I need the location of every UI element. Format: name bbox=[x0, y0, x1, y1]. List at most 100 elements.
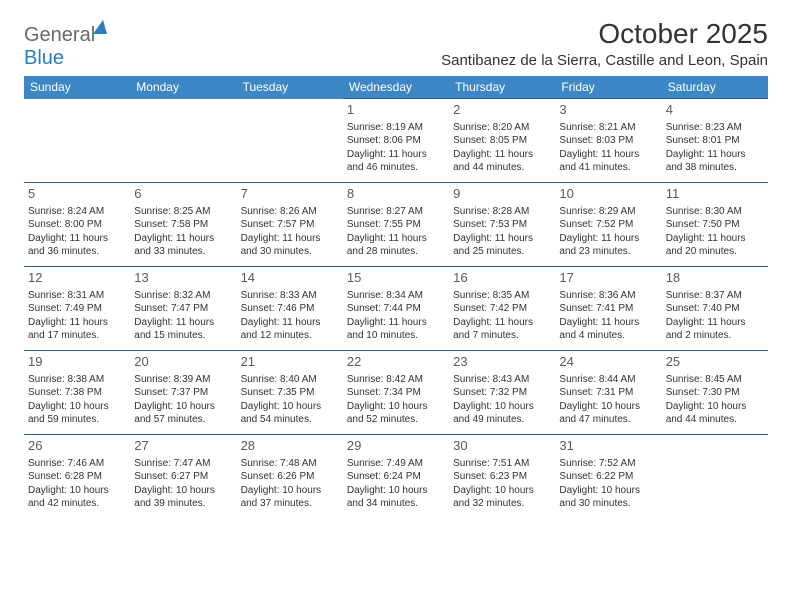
day-number: 8 bbox=[347, 185, 445, 203]
day-info: Sunrise: 8:36 AMSunset: 7:41 PMDaylight:… bbox=[559, 289, 657, 343]
calendar-cell: 28 Sunrise: 7:48 AMSunset: 6:26 PMDayligh… bbox=[237, 435, 343, 519]
day-info: Sunrise: 8:42 AMSunset: 7:34 PMDaylight:… bbox=[347, 373, 445, 427]
location: Santibanez de la Sierra, Castille and Le… bbox=[441, 52, 768, 69]
calendar-cell: 27Sunrise: 7:47 AMSunset: 6:27 PMDayligh… bbox=[130, 435, 236, 519]
calendar-row: 26 Sunrise: 7:46 AMSunset: 6:28 PMDayligh… bbox=[24, 435, 768, 519]
day-info: Sunrise: 8:24 AMSunset: 8:00 PMDaylight:… bbox=[28, 205, 126, 259]
day-info: Sunrise: 8:31 AMSunset: 7:49 PMDaylight:… bbox=[28, 289, 126, 343]
day-number: 5 bbox=[28, 185, 126, 203]
calendar-cell: 29 Sunrise: 7:49 AMSunset: 6:24 PMDayligh… bbox=[343, 435, 449, 519]
calendar-cell: 19Sunrise: 8:38 AMSunset: 7:38 PMDayligh… bbox=[24, 351, 130, 435]
day-number: 24 bbox=[559, 353, 657, 371]
calendar-cell: 7 Sunrise: 8:26 AMSunset: 7:57 PMDaylight… bbox=[237, 183, 343, 267]
day-number: 20 bbox=[134, 353, 232, 371]
calendar-cell: 9 Sunrise: 8:28 AMSunset: 7:53 PMDaylight… bbox=[449, 183, 555, 267]
day-number: 22 bbox=[347, 353, 445, 371]
calendar-cell: 1 Sunrise: 8:19 AMSunset: 8:06 PMDaylight… bbox=[343, 99, 449, 183]
calendar-cell bbox=[237, 99, 343, 183]
day-number: 14 bbox=[241, 269, 339, 287]
day-info: Sunrise: 8:26 AMSunset: 7:57 PMDaylight:… bbox=[241, 205, 339, 259]
day-number: 4 bbox=[666, 101, 764, 119]
day-number: 23 bbox=[453, 353, 551, 371]
calendar-cell: 13 Sunrise: 8:32 AMSunset: 7:47 PMDayligh… bbox=[130, 267, 236, 351]
day-number: 25 bbox=[666, 353, 764, 371]
day-number: 18 bbox=[666, 269, 764, 287]
day-number: 21 bbox=[241, 353, 339, 371]
day-info: Sunrise: 7:46 AMSunset: 6:28 PMDaylight:… bbox=[28, 457, 126, 511]
weekday-header: Monday bbox=[130, 76, 236, 99]
day-info: Sunrise: 8:29 AMSunset: 7:52 PMDaylight:… bbox=[559, 205, 657, 259]
calendar-cell: 15Sunrise: 8:34 AMSunset: 7:44 PMDayligh… bbox=[343, 267, 449, 351]
day-info: Sunrise: 7:51 AMSunset: 6:23 PMDaylight:… bbox=[453, 457, 551, 511]
weekday-header: Friday bbox=[555, 76, 661, 99]
day-number: 10 bbox=[559, 185, 657, 203]
day-info: Sunrise: 8:43 AMSunset: 7:32 PMDaylight:… bbox=[453, 373, 551, 427]
calendar-cell: 4 Sunrise: 8:23 AMSunset: 8:01 PMDaylight… bbox=[662, 99, 768, 183]
calendar-cell: 24 Sunrise: 8:44 AMSunset: 7:31 PMDayligh… bbox=[555, 351, 661, 435]
day-info: Sunrise: 8:32 AMSunset: 7:47 PMDaylight:… bbox=[134, 289, 232, 343]
day-info: Sunrise: 8:44 AMSunset: 7:31 PMDaylight:… bbox=[559, 373, 657, 427]
day-info: Sunrise: 8:33 AMSunset: 7:46 PMDaylight:… bbox=[241, 289, 339, 343]
calendar-cell: 11 Sunrise: 8:30 AMSunset: 7:50 PMDayligh… bbox=[662, 183, 768, 267]
weekday-header: Wednesday bbox=[343, 76, 449, 99]
day-info: Sunrise: 8:20 AMSunset: 8:05 PMDaylight:… bbox=[453, 121, 551, 175]
calendar-row: 12Sunrise: 8:31 AMSunset: 7:49 PMDayligh… bbox=[24, 267, 768, 351]
calendar-cell bbox=[662, 435, 768, 519]
calendar-cell: 6 Sunrise: 8:25 AMSunset: 7:58 PMDaylight… bbox=[130, 183, 236, 267]
day-info: Sunrise: 8:19 AMSunset: 8:06 PMDaylight:… bbox=[347, 121, 445, 175]
calendar-row: 5 Sunrise: 8:24 AMSunset: 8:00 PMDaylight… bbox=[24, 183, 768, 267]
calendar-body: 1 Sunrise: 8:19 AMSunset: 8:06 PMDaylight… bbox=[24, 99, 768, 519]
day-info: Sunrise: 8:38 AMSunset: 7:38 PMDaylight:… bbox=[28, 373, 126, 427]
day-number: 6 bbox=[134, 185, 232, 203]
calendar-cell: 22 Sunrise: 8:42 AMSunset: 7:34 PMDayligh… bbox=[343, 351, 449, 435]
calendar-cell: 12Sunrise: 8:31 AMSunset: 7:49 PMDayligh… bbox=[24, 267, 130, 351]
day-info: Sunrise: 8:25 AMSunset: 7:58 PMDaylight:… bbox=[134, 205, 232, 259]
logo: General Blue bbox=[24, 18, 107, 70]
calendar-cell: 18 Sunrise: 8:37 AMSunset: 7:40 PMDayligh… bbox=[662, 267, 768, 351]
day-number: 28 bbox=[241, 437, 339, 455]
day-number: 1 bbox=[347, 101, 445, 119]
day-number: 31 bbox=[559, 437, 657, 455]
calendar-cell: 8 Sunrise: 8:27 AMSunset: 7:55 PMDaylight… bbox=[343, 183, 449, 267]
day-info: Sunrise: 8:28 AMSunset: 7:53 PMDaylight:… bbox=[453, 205, 551, 259]
day-number: 9 bbox=[453, 185, 551, 203]
weekday-header: Saturday bbox=[662, 76, 768, 99]
weekday-header: Sunday bbox=[24, 76, 130, 99]
calendar-cell: 31Sunrise: 7:52 AMSunset: 6:22 PMDayligh… bbox=[555, 435, 661, 519]
day-info: Sunrise: 7:49 AMSunset: 6:24 PMDaylight:… bbox=[347, 457, 445, 511]
calendar-cell: 17 Sunrise: 8:36 AMSunset: 7:41 PMDayligh… bbox=[555, 267, 661, 351]
day-info: Sunrise: 8:27 AMSunset: 7:55 PMDaylight:… bbox=[347, 205, 445, 259]
calendar-cell: 3Sunrise: 8:21 AMSunset: 8:03 PMDaylight… bbox=[555, 99, 661, 183]
day-info: Sunrise: 8:30 AMSunset: 7:50 PMDaylight:… bbox=[666, 205, 764, 259]
day-number: 17 bbox=[559, 269, 657, 287]
logo-part1: General bbox=[24, 24, 95, 46]
day-info: Sunrise: 8:23 AMSunset: 8:01 PMDaylight:… bbox=[666, 121, 764, 175]
day-info: Sunrise: 8:39 AMSunset: 7:37 PMDaylight:… bbox=[134, 373, 232, 427]
calendar-table: SundayMondayTuesdayWednesdayThursdayFrid… bbox=[24, 76, 768, 519]
day-number: 2 bbox=[453, 101, 551, 119]
weekday-header: Tuesday bbox=[237, 76, 343, 99]
day-number: 29 bbox=[347, 437, 445, 455]
day-number: 11 bbox=[666, 185, 764, 203]
calendar-cell: 23 Sunrise: 8:43 AMSunset: 7:32 PMDayligh… bbox=[449, 351, 555, 435]
day-number: 30 bbox=[453, 437, 551, 455]
logo-part2: Blue bbox=[24, 47, 64, 69]
calendar-cell: 14 Sunrise: 8:33 AMSunset: 7:46 PMDayligh… bbox=[237, 267, 343, 351]
day-info: Sunrise: 7:47 AMSunset: 6:27 PMDaylight:… bbox=[134, 457, 232, 511]
weekday-header: Thursday bbox=[449, 76, 555, 99]
calendar-cell bbox=[24, 99, 130, 183]
day-info: Sunrise: 8:37 AMSunset: 7:40 PMDaylight:… bbox=[666, 289, 764, 343]
day-info: Sunrise: 7:48 AMSunset: 6:26 PMDaylight:… bbox=[241, 457, 339, 511]
header: General Blue October 2025 Santibanez de … bbox=[24, 18, 768, 70]
day-number: 7 bbox=[241, 185, 339, 203]
sail-icon bbox=[93, 20, 107, 34]
calendar-cell: 21 Sunrise: 8:40 AMSunset: 7:35 PMDayligh… bbox=[237, 351, 343, 435]
calendar-cell: 26 Sunrise: 7:46 AMSunset: 6:28 PMDayligh… bbox=[24, 435, 130, 519]
day-number: 26 bbox=[28, 437, 126, 455]
day-info: Sunrise: 8:40 AMSunset: 7:35 PMDaylight:… bbox=[241, 373, 339, 427]
calendar-cell: 5 Sunrise: 8:24 AMSunset: 8:00 PMDaylight… bbox=[24, 183, 130, 267]
month-title: October 2025 bbox=[441, 18, 768, 50]
calendar-cell: 25Sunrise: 8:45 AMSunset: 7:30 PMDayligh… bbox=[662, 351, 768, 435]
day-number: 13 bbox=[134, 269, 232, 287]
day-info: Sunrise: 8:35 AMSunset: 7:42 PMDaylight:… bbox=[453, 289, 551, 343]
